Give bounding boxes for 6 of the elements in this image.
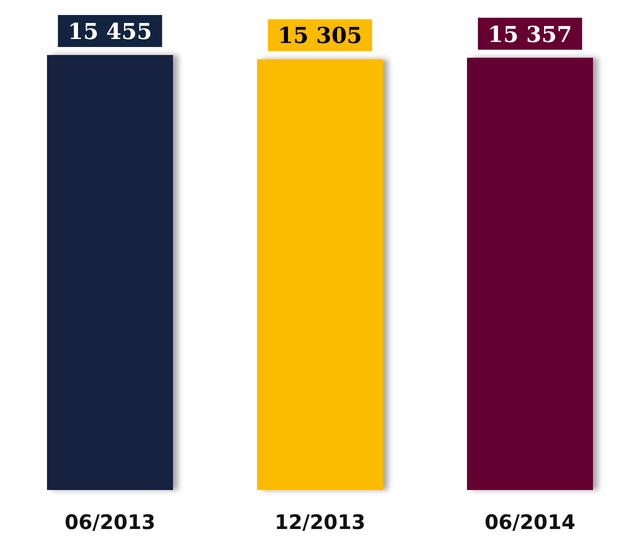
x-tick-label: 12/2013 <box>274 510 366 534</box>
x-tick-label: 06/2013 <box>64 510 156 534</box>
data-label: 15 305 <box>278 23 362 50</box>
data-label: 15 357 <box>488 22 572 48</box>
x-tick-label: 06/2014 <box>484 510 576 534</box>
data-label: 15 455 <box>68 19 152 45</box>
